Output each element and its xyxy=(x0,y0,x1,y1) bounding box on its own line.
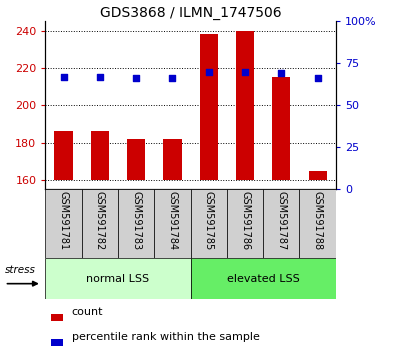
Bar xyxy=(263,189,299,258)
Point xyxy=(278,70,284,76)
Text: normal LSS: normal LSS xyxy=(87,274,150,284)
Bar xyxy=(118,189,154,258)
Text: GSM591782: GSM591782 xyxy=(95,192,105,251)
Text: stress: stress xyxy=(5,265,36,275)
Point xyxy=(314,76,321,81)
Point xyxy=(97,74,103,80)
Text: count: count xyxy=(71,307,103,317)
Bar xyxy=(51,339,63,346)
Point xyxy=(60,74,67,80)
Bar xyxy=(199,34,218,180)
Bar xyxy=(45,258,190,299)
Bar xyxy=(82,189,118,258)
Bar xyxy=(190,189,227,258)
Bar xyxy=(272,77,290,180)
Text: GSM591786: GSM591786 xyxy=(240,192,250,251)
Text: GSM591781: GSM591781 xyxy=(58,192,69,251)
Bar xyxy=(45,189,82,258)
Text: elevated LSS: elevated LSS xyxy=(227,274,299,284)
Text: GSM591784: GSM591784 xyxy=(167,192,177,251)
Point xyxy=(133,76,139,81)
Text: GSM591783: GSM591783 xyxy=(131,192,141,251)
Text: GSM591787: GSM591787 xyxy=(276,192,286,251)
Bar xyxy=(55,131,73,180)
Bar xyxy=(51,314,63,321)
Point xyxy=(205,69,212,75)
Point xyxy=(169,76,176,81)
Bar xyxy=(190,258,336,299)
Bar xyxy=(227,189,263,258)
Text: GSM591788: GSM591788 xyxy=(312,192,323,251)
Bar xyxy=(308,171,327,180)
Text: GSM591785: GSM591785 xyxy=(204,192,214,251)
Title: GDS3868 / ILMN_1747506: GDS3868 / ILMN_1747506 xyxy=(100,6,281,20)
Text: percentile rank within the sample: percentile rank within the sample xyxy=(71,332,260,342)
Bar xyxy=(299,189,336,258)
Bar xyxy=(236,30,254,180)
Bar xyxy=(164,139,182,180)
Point xyxy=(242,69,248,75)
Bar xyxy=(154,189,191,258)
Bar xyxy=(127,139,145,180)
Bar xyxy=(91,131,109,180)
